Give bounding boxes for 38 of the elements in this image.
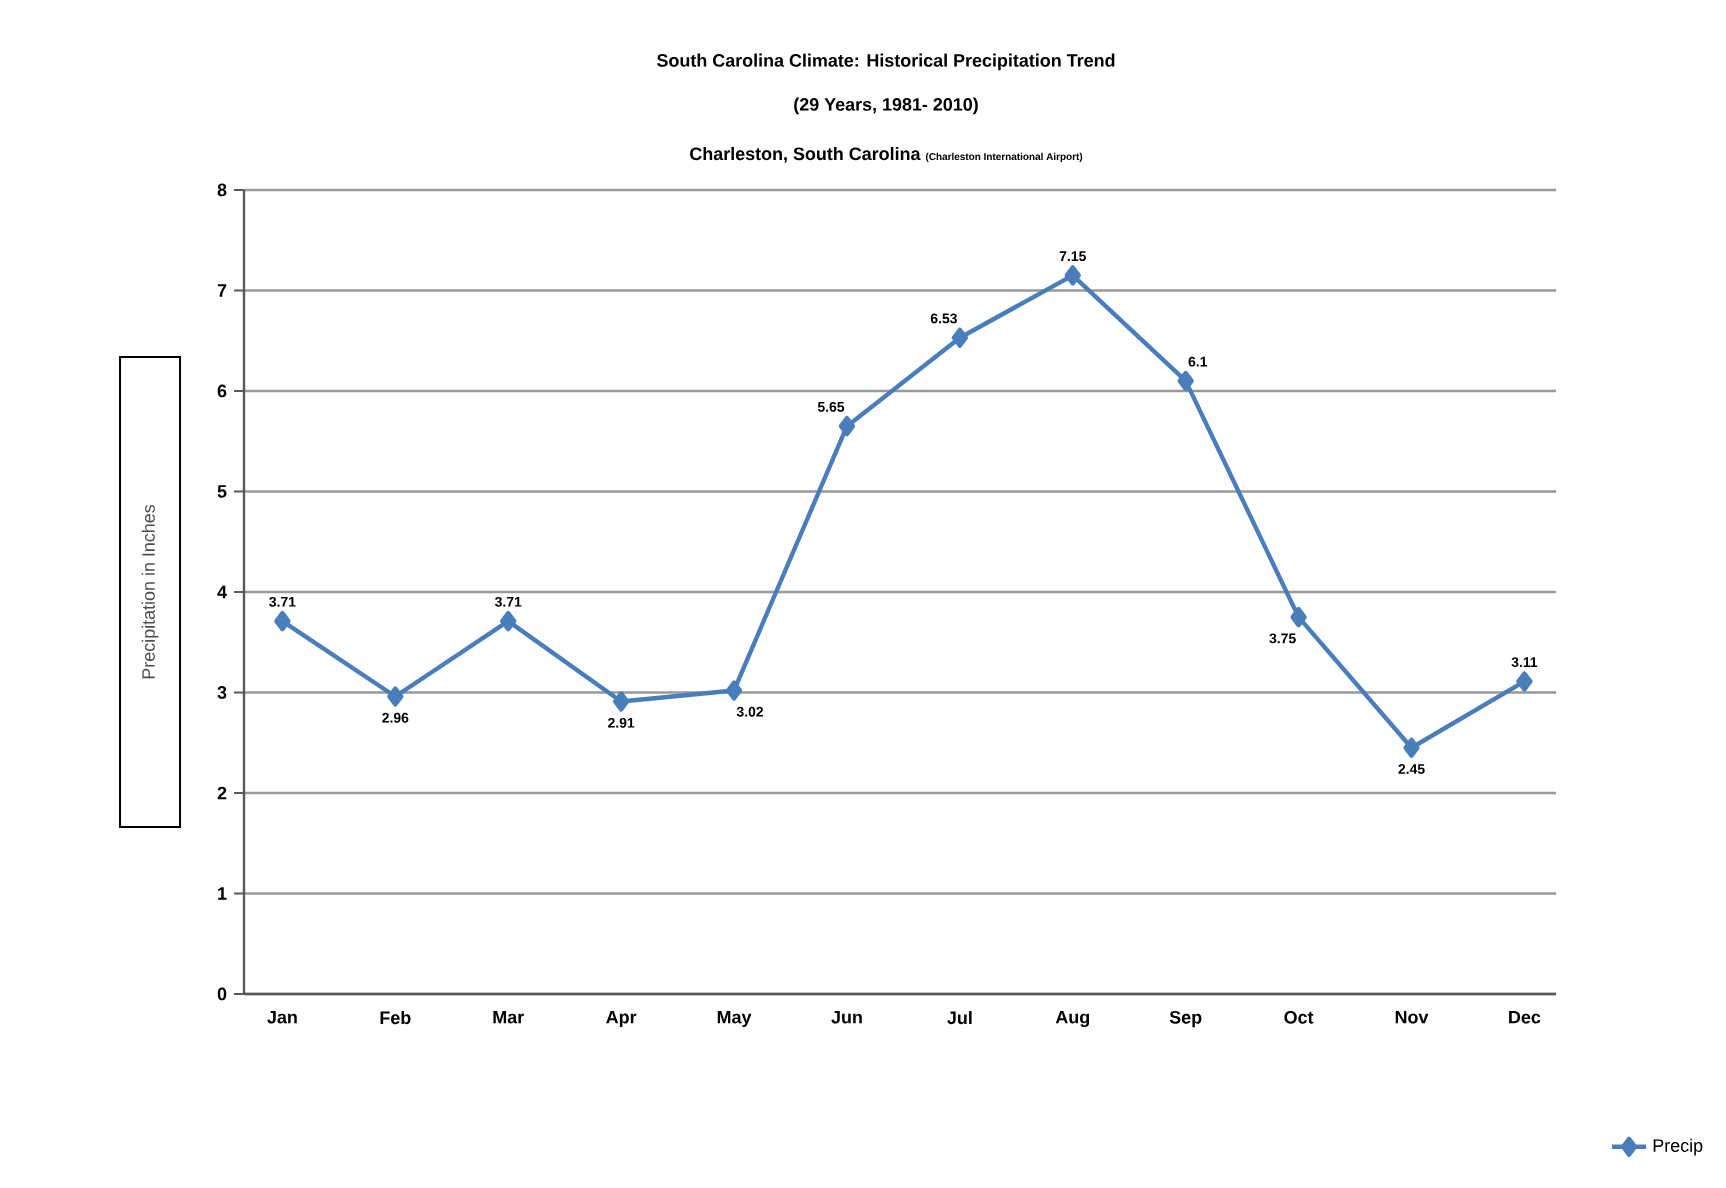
x-tick-label: Oct bbox=[1284, 1010, 1314, 1024]
point bbox=[1290, 606, 1307, 628]
point bbox=[1403, 737, 1420, 758]
point bbox=[274, 610, 291, 632]
chart-subtitle: (29 Years, 1981- 2010) bbox=[794, 97, 978, 115]
x-tick-label: Sep bbox=[1169, 1010, 1202, 1028]
chart-title: South Carolina Climate: Historical Precipitation Trend bbox=[657, 53, 1115, 71]
x-tick-label: Apr bbox=[606, 1010, 637, 1028]
x-tick-label: Feb bbox=[380, 1010, 411, 1025]
y-tick-label: 2 bbox=[217, 786, 227, 800]
y-tick-label: 3 bbox=[217, 686, 227, 699]
y-tick-label: 5 bbox=[217, 485, 227, 498]
x-tick-label: Mar bbox=[493, 1010, 524, 1024]
y-tick-label: 0 bbox=[217, 987, 227, 1001]
point bbox=[1064, 265, 1081, 286]
point bbox=[951, 327, 969, 348]
point bbox=[387, 686, 404, 707]
point bbox=[1177, 370, 1194, 392]
y-tick-label: 1 bbox=[218, 887, 227, 900]
point bbox=[1516, 671, 1533, 692]
legend-label: Precip bbox=[1653, 1138, 1703, 1156]
x-tick-label: May bbox=[717, 1010, 752, 1028]
x-tick-label: Jul bbox=[947, 1010, 972, 1025]
x-tick-label: Aug bbox=[1055, 1010, 1089, 1028]
point bbox=[500, 610, 517, 632]
y-tick-label: 4 bbox=[217, 585, 227, 599]
y-axis-title: Precipitation in Inches bbox=[141, 504, 159, 679]
point bbox=[838, 415, 856, 437]
y-tick-label: 8 bbox=[217, 183, 227, 197]
x-tick-label: Jun bbox=[831, 1010, 862, 1024]
x-tick-label: Jan bbox=[267, 1010, 297, 1024]
text: Charleston, South Carolina bbox=[690, 146, 921, 163]
y-tick-label: 7 bbox=[217, 284, 227, 297]
x-tick-label: Nov bbox=[1395, 1010, 1429, 1024]
y-tick-label: 6 bbox=[217, 384, 227, 398]
point bbox=[612, 691, 630, 712]
point bbox=[725, 680, 743, 701]
x-tick-label: Dec bbox=[1509, 1010, 1541, 1024]
